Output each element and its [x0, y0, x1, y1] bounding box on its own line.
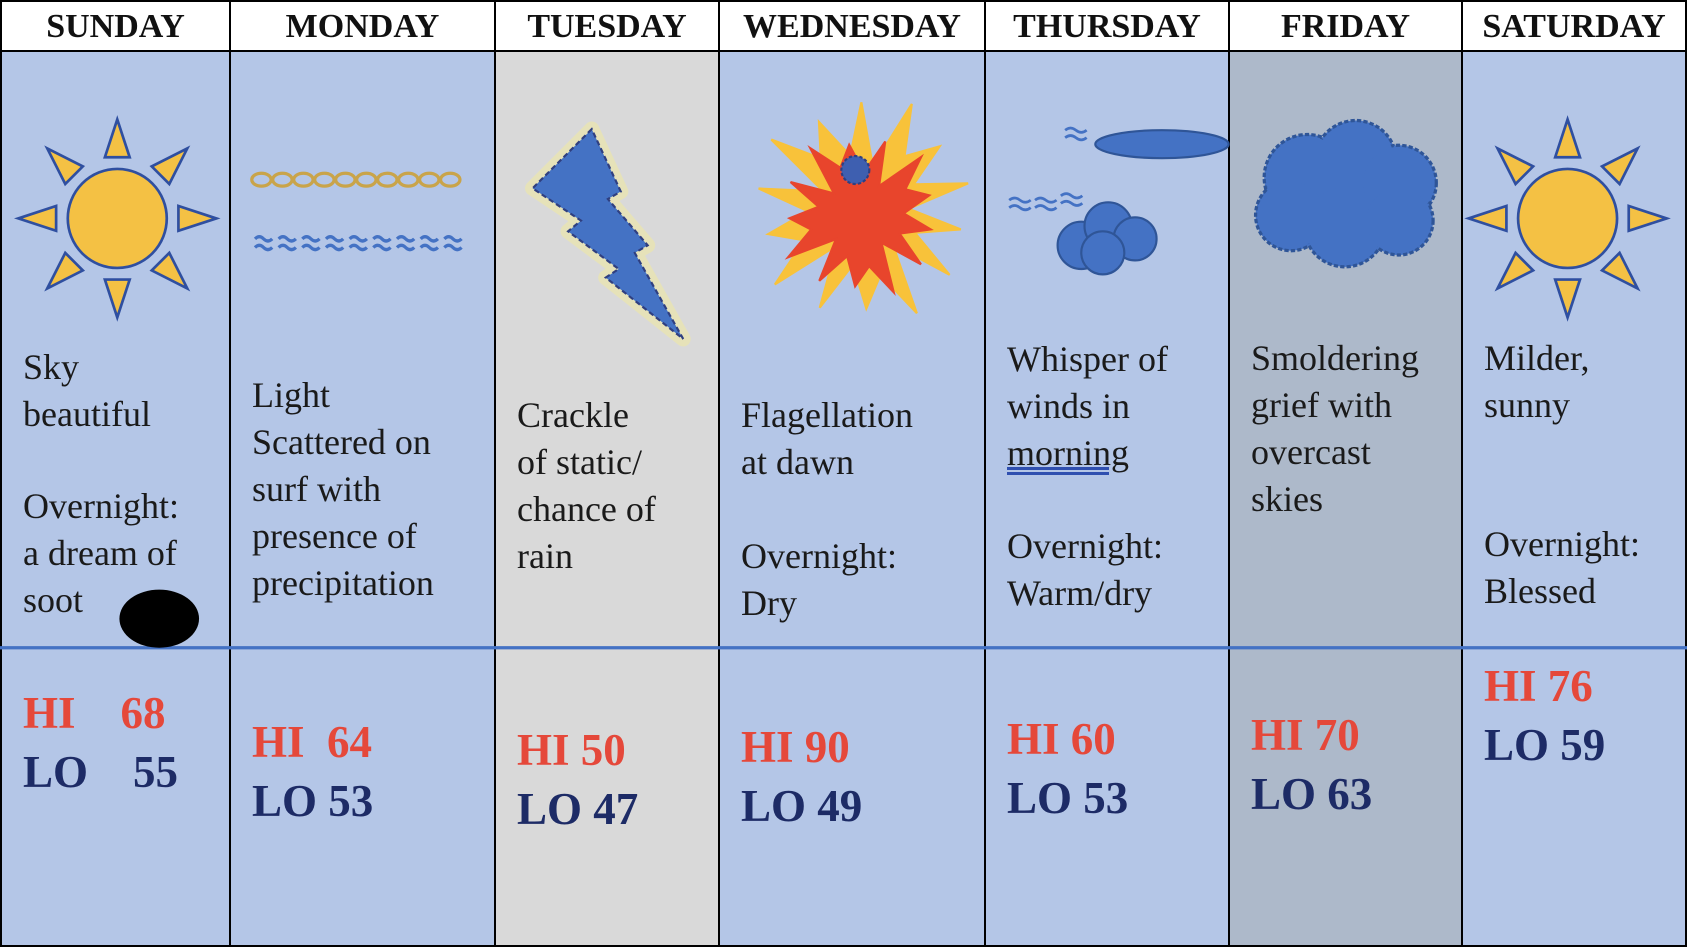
- low-temp: LO 53: [1007, 773, 1129, 823]
- overnight-line: soot: [23, 580, 84, 620]
- overnight-line: Blessed: [1484, 571, 1596, 611]
- high-temp: HI 50: [517, 725, 626, 775]
- forecast-line: Milder,: [1484, 338, 1590, 378]
- day-name: TUESDAY: [496, 0, 718, 52]
- high-temp: HI 68: [23, 688, 166, 738]
- forecast: Crackle of static/chance of rain: [517, 392, 656, 580]
- day-name: FRIDAY: [1230, 0, 1461, 52]
- temperatures: HI 70 LO 63: [1251, 706, 1372, 824]
- overnight: Overnight: a dream of soot: [23, 483, 179, 624]
- forecast-line: chance of: [517, 489, 656, 529]
- day-column: SATURDAY Milder, sunny Overnight: Blessed HI …: [1463, 0, 1687, 947]
- forecast-line: rain: [517, 536, 573, 576]
- forecast: Sky beautiful: [23, 344, 151, 438]
- forecast-line: at dawn: [741, 442, 854, 482]
- forecast: Flagellation at dawn: [741, 392, 913, 486]
- high-temp: HI 70: [1251, 710, 1360, 760]
- forecast-line: Smoldering: [1251, 338, 1419, 378]
- forecast-line: Crackle: [517, 395, 629, 435]
- high-temp: HI 60: [1007, 714, 1116, 764]
- overnight-line: Warm/dry: [1007, 573, 1153, 613]
- day-column: MONDAY Light Scattered on surf with presence…: [231, 0, 496, 947]
- forecast: Smoldering grief with overcast skies: [1251, 335, 1419, 523]
- overnight-line: Overnight:: [23, 486, 179, 526]
- day-name: MONDAY: [231, 0, 494, 52]
- high-temp: HI 64: [252, 717, 373, 767]
- low-temp: LO 59: [1484, 720, 1606, 770]
- forecast: Whisper of winds in morning: [1007, 336, 1168, 477]
- temperatures: HI 76 LO 59: [1484, 657, 1605, 775]
- forecast-line: Flagellation: [741, 395, 913, 435]
- forecast-line: sunny: [1484, 385, 1571, 425]
- forecast-line: morning: [1007, 433, 1129, 473]
- forecast-line: skies: [1251, 479, 1323, 519]
- high-temp: HI 90: [741, 722, 850, 772]
- forecast: Milder, sunny: [1484, 335, 1590, 429]
- day-name: SATURDAY: [1463, 0, 1685, 52]
- forecast-line: grief with: [1251, 385, 1392, 425]
- overnight: Overnight: Warm/dry: [1007, 523, 1163, 617]
- day-name: SUNDAY: [2, 0, 229, 52]
- forecast-line: precipitation: [252, 563, 434, 603]
- day-name: THURSDAY: [986, 0, 1228, 52]
- forecast-line: of static/: [517, 442, 642, 482]
- day-column: SUNDAY Sky beautiful Overnight: a dream of so…: [0, 0, 231, 947]
- temperatures: HI 50 LO 47: [517, 721, 638, 839]
- temperatures: HI 90 LO 49: [741, 718, 862, 836]
- low-temp: LO 53: [252, 776, 374, 826]
- day-column: FRIDAY Smoldering grief with overcast skies H…: [1230, 0, 1463, 947]
- overnight-line: Overnight:: [1484, 524, 1640, 564]
- forecast-line: winds in: [1007, 386, 1131, 426]
- day-column: THURSDAY Whisper of winds in morning Overnig…: [986, 0, 1230, 947]
- overnight-line: a dream of: [23, 533, 177, 573]
- temperatures: HI 60 LO 53: [1007, 710, 1128, 828]
- forecast-line: Scattered on: [252, 422, 431, 462]
- low-temp: LO 63: [1251, 769, 1373, 819]
- day-column: TUESDAY Crackle of static/chance of rain HI …: [496, 0, 720, 947]
- forecast-line: presence of: [252, 516, 417, 556]
- day-column: WEDNESDAY Flagellation at dawn Overnight: Dr…: [720, 0, 986, 947]
- forecast: Light Scattered on surf with presence of pre…: [252, 372, 434, 607]
- low-temp: LO 49: [741, 781, 863, 831]
- temperatures: HI 64 LO 53: [252, 713, 373, 831]
- forecast-line: surf with: [252, 469, 381, 509]
- overnight-line: Overnight:: [741, 536, 897, 576]
- overnight-line: Dry: [741, 583, 797, 623]
- forecast-line: Sky: [23, 347, 80, 387]
- low-temp: LO 55: [23, 747, 179, 797]
- overnight: Overnight: Dry: [741, 533, 897, 627]
- overnight-line: Overnight:: [1007, 526, 1163, 566]
- forecast-line: beautiful: [23, 394, 151, 434]
- temperatures: HI 68 LO 55: [23, 684, 178, 802]
- bottom-border: [0, 945, 1687, 947]
- forecast-line: Whisper of: [1007, 339, 1168, 379]
- high-temp: HI 76: [1484, 661, 1593, 711]
- low-temp: LO 47: [517, 784, 639, 834]
- overnight: Overnight: Blessed: [1484, 521, 1640, 615]
- forecast-line: overcast: [1251, 432, 1371, 472]
- day-name: WEDNESDAY: [720, 0, 984, 52]
- forecast-line: Light: [252, 375, 330, 415]
